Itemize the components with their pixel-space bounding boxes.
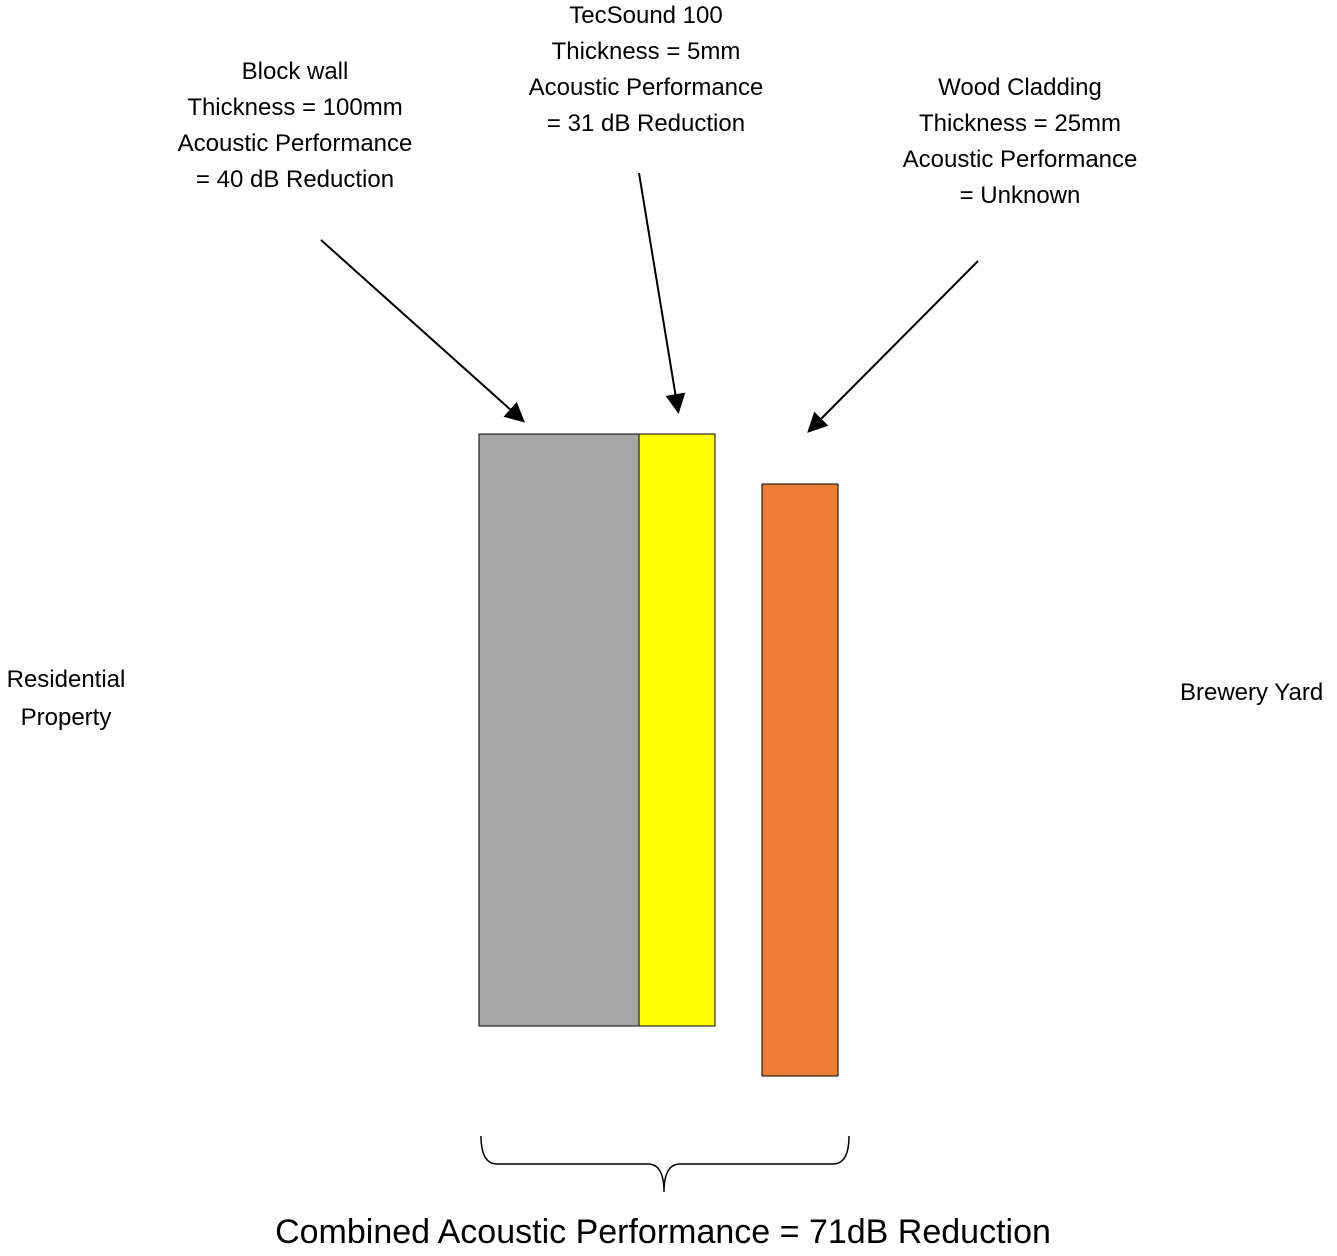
tecsound-layer [638,433,716,1027]
residential-line1: Residential [6,666,126,693]
block-wall-thickness: Thickness = 100mm [187,94,403,121]
block-wall-arrow [320,239,525,423]
wood-cladding-perf-value: = Unknown [959,182,1081,209]
combined-brace [480,1135,850,1193]
tecsound-label: TecSound 100 Thickness = 5mm Acoustic Pe… [496,0,796,142]
brewery-yard-label: Brewery Yard [1180,679,1324,706]
block-wall-label: Block wall Thickness = 100mm Acoustic Pe… [145,54,445,198]
wood-cladding-layer [761,483,839,1077]
wood-cladding-label: Wood Cladding Thickness = 25mm Acoustic … [870,70,1170,214]
wood-cladding-perf-heading: Acoustic Performance [902,146,1138,173]
tecsound-arrow [638,172,686,414]
tecsound-perf-value: = 31 dB Reduction [546,110,746,137]
block-wall-name: Block wall [241,58,349,85]
combined-performance-label: Combined Acoustic Performance = 71dB Red… [275,1213,1051,1251]
block-wall-perf-value: = 40 dB Reduction [195,166,395,193]
block-wall-layer [478,433,640,1027]
wood-cladding-thickness: Thickness = 25mm [918,110,1122,137]
tecsound-perf-heading: Acoustic Performance [528,74,764,101]
wood-cladding-arrow [807,260,979,433]
residential-line2: Property [20,704,112,731]
block-wall-perf-heading: Acoustic Performance [177,130,413,157]
wood-cladding-name: Wood Cladding [938,74,1102,101]
tecsound-name: TecSound 100 [569,2,723,29]
residential-property-label: Residential Property [0,661,132,737]
tecsound-thickness: Thickness = 5mm [551,38,741,65]
